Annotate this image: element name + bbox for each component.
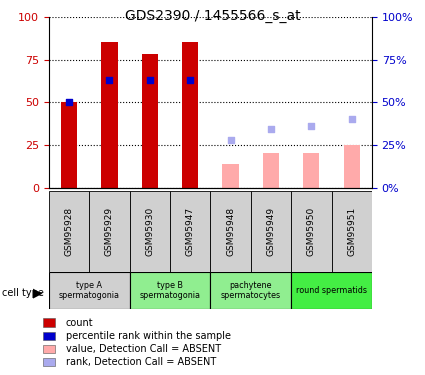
Text: GDS2390 / 1455566_s_at: GDS2390 / 1455566_s_at [125, 9, 300, 23]
Text: GSM95950: GSM95950 [307, 207, 316, 256]
Bar [263, 153, 279, 188]
Point [267, 126, 274, 132]
Text: rank, Detection Call = ABSENT: rank, Detection Call = ABSENT [66, 357, 216, 367]
Text: value, Detection Call = ABSENT: value, Detection Call = ABSENT [66, 344, 221, 354]
Bar [182, 42, 198, 188]
Point [146, 77, 153, 83]
Text: type B
spermatogonia: type B spermatogonia [139, 281, 201, 300]
Text: ▶: ▶ [33, 286, 42, 299]
Point [106, 77, 113, 83]
Bar [49, 272, 130, 309]
Bar [142, 54, 158, 188]
Point [65, 99, 72, 105]
Text: GSM95930: GSM95930 [145, 207, 154, 256]
Bar [291, 272, 372, 309]
Bar [222, 164, 238, 188]
Text: percentile rank within the sample: percentile rank within the sample [66, 331, 231, 340]
Text: GSM95951: GSM95951 [347, 207, 356, 256]
Text: count: count [66, 318, 94, 327]
Text: GSM95949: GSM95949 [266, 207, 275, 256]
Text: GSM95948: GSM95948 [226, 207, 235, 256]
Point [187, 77, 193, 83]
Text: pachytene
spermatocytes: pachytene spermatocytes [221, 281, 281, 300]
Bar [61, 102, 77, 188]
Text: cell type: cell type [2, 288, 44, 297]
Bar [130, 272, 210, 309]
Text: round spermatids: round spermatids [296, 286, 367, 295]
Bar [303, 153, 320, 188]
Point [348, 116, 355, 122]
Text: type A
spermatogonia: type A spermatogonia [59, 281, 120, 300]
Bar [49, 191, 89, 272]
Text: GSM95928: GSM95928 [65, 207, 74, 256]
Bar [130, 191, 170, 272]
Text: GSM95929: GSM95929 [105, 207, 114, 256]
Bar [210, 272, 291, 309]
Bar [210, 191, 251, 272]
Point [308, 123, 314, 129]
Bar [101, 42, 117, 188]
Bar [89, 191, 130, 272]
Point [227, 137, 234, 143]
Bar [291, 191, 332, 272]
Text: GSM95947: GSM95947 [186, 207, 195, 256]
Bar [170, 191, 210, 272]
Bar [332, 191, 372, 272]
Bar [343, 145, 360, 188]
Bar [251, 191, 291, 272]
